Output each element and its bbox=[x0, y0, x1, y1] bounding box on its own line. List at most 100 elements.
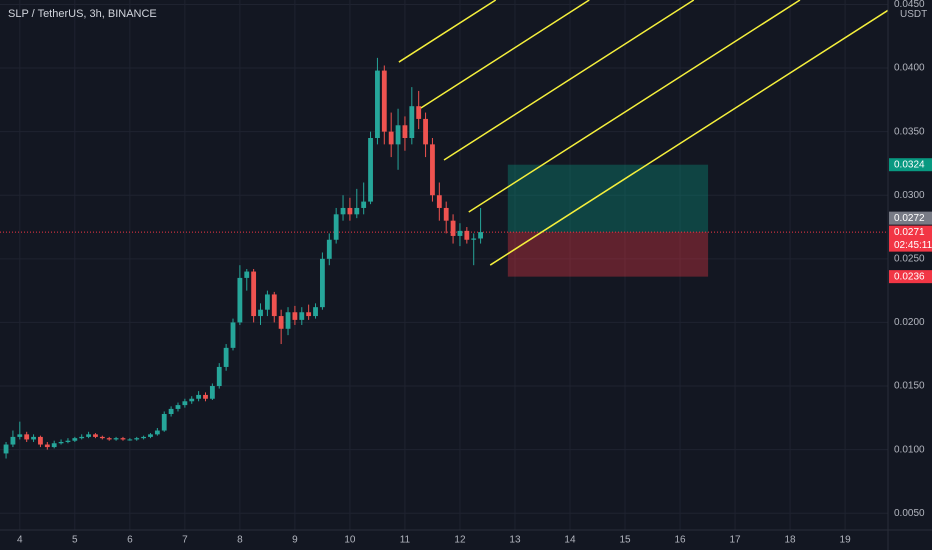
y-tick-label: 0.0400 bbox=[894, 63, 925, 74]
candle-body bbox=[402, 125, 408, 139]
candle-body bbox=[320, 258, 325, 308]
y-tick-label: 0.0200 bbox=[894, 317, 925, 328]
candle-body bbox=[306, 312, 312, 317]
x-tick-label: 14 bbox=[564, 535, 576, 546]
x-tick-label: 9 bbox=[292, 535, 298, 546]
x-tick-label: 17 bbox=[729, 535, 741, 546]
candle-body bbox=[134, 438, 140, 440]
price-label: 0.0272 bbox=[894, 213, 925, 224]
candle-body bbox=[416, 106, 422, 119]
y-tick-label: 0.0300 bbox=[894, 190, 925, 201]
price-label: 0.0236 bbox=[894, 271, 925, 282]
candle-body bbox=[3, 444, 9, 454]
candle-body bbox=[209, 386, 215, 399]
candle-body bbox=[299, 312, 305, 320]
candle-body bbox=[17, 434, 23, 437]
stop-zone bbox=[507, 232, 709, 277]
price-label-box bbox=[889, 211, 932, 225]
candle-body bbox=[443, 207, 449, 221]
candle-body bbox=[381, 70, 387, 132]
y-tick-label: 0.0100 bbox=[894, 444, 925, 455]
candle-body bbox=[326, 239, 332, 259]
candle-body bbox=[230, 322, 236, 348]
y-tick-label: 0.0150 bbox=[894, 381, 925, 392]
candle-body bbox=[168, 408, 174, 415]
candle-body bbox=[31, 436, 36, 440]
candle-body bbox=[464, 230, 470, 240]
candle-body bbox=[395, 125, 401, 145]
price-label-box bbox=[889, 225, 932, 252]
candle-body bbox=[375, 70, 380, 139]
candle-body bbox=[127, 439, 133, 441]
plot-area bbox=[0, 0, 888, 530]
price-label-box bbox=[889, 270, 932, 284]
currency-label: USDT bbox=[900, 9, 927, 20]
candle-body bbox=[99, 436, 105, 439]
candle-body bbox=[457, 230, 463, 236]
candle-body bbox=[154, 430, 160, 435]
x-tick-label: 13 bbox=[509, 535, 521, 546]
price-label: 0.0271 bbox=[894, 227, 925, 238]
target-zone bbox=[507, 164, 709, 233]
candle-body bbox=[86, 434, 91, 437]
trend-line bbox=[398, 0, 497, 63]
candle-body bbox=[58, 441, 64, 444]
x-tick-label: 11 bbox=[400, 535, 411, 546]
candle-body bbox=[251, 271, 257, 317]
trend-line bbox=[468, 0, 801, 213]
candle-body bbox=[24, 434, 30, 440]
price-label-box bbox=[889, 158, 932, 172]
x-tick-label: 19 bbox=[840, 535, 852, 546]
candle-body bbox=[278, 316, 284, 329]
currency-box bbox=[896, 8, 926, 21]
candle-body bbox=[79, 436, 85, 439]
trend-line bbox=[420, 0, 590, 109]
candle-body bbox=[237, 277, 243, 323]
candle-body bbox=[333, 214, 339, 240]
candle-body bbox=[44, 444, 50, 448]
x-tick-label: 5 bbox=[72, 535, 78, 546]
candle-body bbox=[196, 394, 202, 399]
candle-body bbox=[409, 106, 415, 139]
candle-body bbox=[423, 118, 428, 145]
candle-body bbox=[113, 438, 119, 440]
candle-body bbox=[264, 294, 270, 310]
candle-body bbox=[347, 207, 353, 215]
x-tick-label: 7 bbox=[182, 535, 188, 546]
y-tick-label: 0.0250 bbox=[894, 253, 925, 264]
y-tick-label: 0.0050 bbox=[894, 508, 925, 519]
candle-body bbox=[361, 201, 367, 208]
candle-body bbox=[471, 238, 477, 240]
price-label-countdown: 02:45:11 bbox=[894, 240, 932, 251]
candle-body bbox=[161, 414, 167, 431]
candle-body bbox=[106, 438, 112, 440]
candle-body bbox=[292, 312, 298, 320]
x-tick-label: 12 bbox=[454, 535, 466, 546]
candle-body bbox=[450, 220, 456, 236]
y-tick-label: 0.0350 bbox=[894, 126, 925, 137]
candle-body bbox=[436, 195, 442, 208]
price-label: 0.0324 bbox=[894, 159, 925, 170]
x-tick-label: 8 bbox=[237, 535, 243, 546]
candle-body bbox=[368, 138, 373, 202]
x-tick-label: 4 bbox=[17, 535, 23, 546]
candle-body bbox=[478, 232, 483, 239]
candle-body bbox=[258, 309, 263, 317]
candle-body bbox=[216, 366, 222, 387]
candle-body bbox=[244, 271, 250, 278]
candle-body bbox=[51, 443, 57, 448]
candle-body bbox=[189, 398, 195, 402]
candle-body bbox=[38, 436, 43, 445]
x-tick-label: 16 bbox=[674, 535, 686, 546]
x-tick-label: 10 bbox=[344, 535, 356, 546]
candle-body bbox=[175, 405, 181, 409]
candle-body bbox=[141, 436, 147, 439]
candle-body bbox=[388, 131, 394, 145]
candle-body bbox=[93, 434, 98, 437]
candle-body bbox=[354, 207, 360, 215]
x-tick-label: 18 bbox=[785, 535, 797, 546]
y-tick-label: 0.0450 bbox=[894, 0, 925, 10]
candle-body bbox=[120, 438, 126, 440]
trend-line bbox=[489, 9, 888, 266]
